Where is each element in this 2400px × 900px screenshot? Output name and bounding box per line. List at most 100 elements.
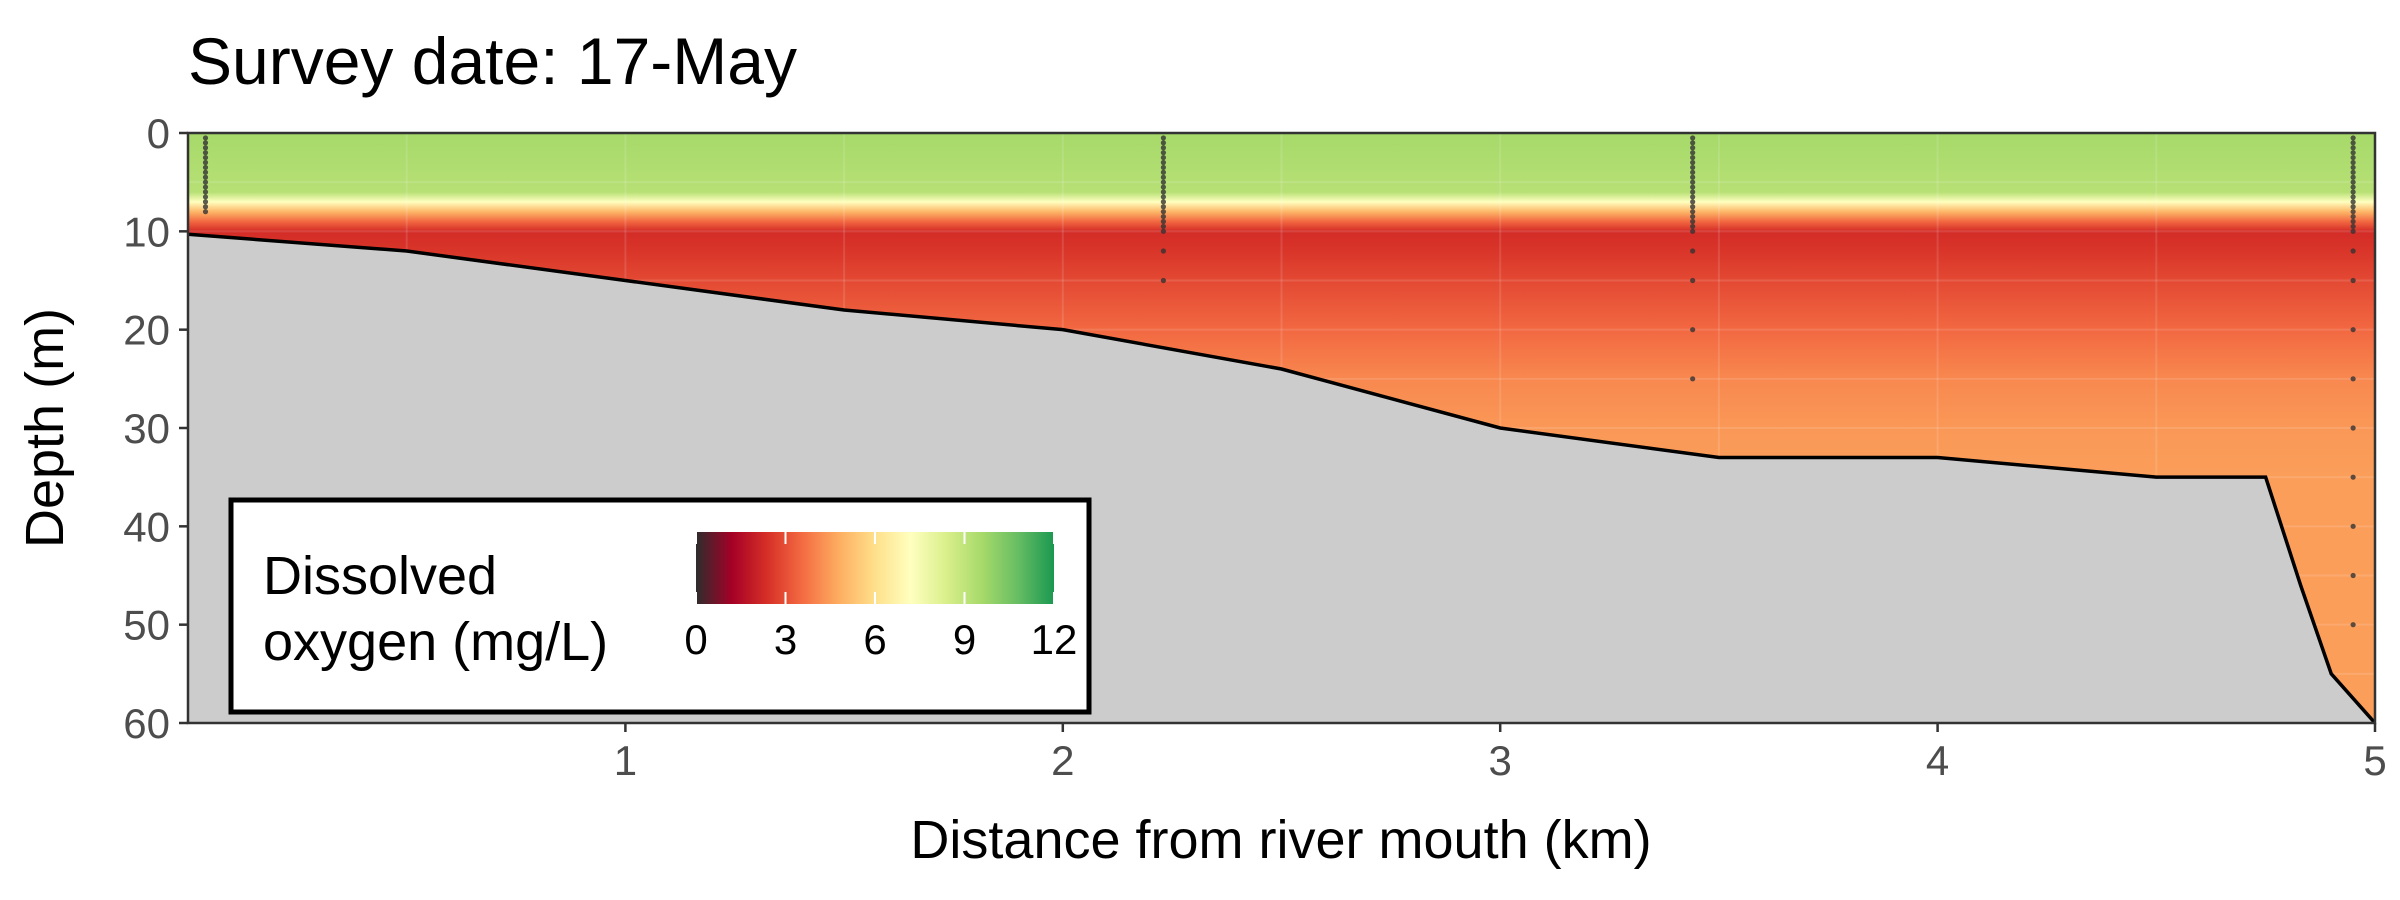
station-point [1160, 135, 1167, 141]
station-point [2350, 199, 2356, 205]
station-point [202, 135, 209, 141]
chart-title: Survey date: 17-May [188, 24, 797, 98]
station-point [1160, 189, 1167, 195]
y-tick-label: 30 [123, 405, 170, 452]
bathymetry-line [188, 232, 2375, 723]
station-point [1690, 179, 1696, 185]
station-point [1690, 218, 1696, 225]
station-point [2350, 523, 2356, 529]
station-point [1690, 135, 1696, 141]
station-point [1160, 164, 1167, 171]
station-point [202, 204, 209, 210]
legend-tick-label: 9 [953, 616, 976, 663]
station-point [2350, 218, 2356, 225]
station-point [2350, 204, 2356, 210]
legend-tick-label: 3 [774, 616, 797, 663]
station-point [202, 154, 209, 161]
station-point [1160, 174, 1167, 180]
station-point [1690, 204, 1696, 210]
station-point [1690, 174, 1696, 180]
station-point [1690, 199, 1696, 205]
legend-title-line1: Dissolved [263, 546, 497, 606]
sampling-stations [202, 135, 2356, 628]
y-tick-label: 20 [123, 307, 170, 354]
x-axis-ticks: 1 2 3 4 5 [614, 723, 2387, 784]
station-point [2350, 277, 2356, 284]
y-tick-label: 60 [123, 700, 170, 747]
station-point [2350, 169, 2356, 175]
station-point [1690, 154, 1696, 161]
station-point [202, 184, 209, 190]
station-point [202, 209, 209, 215]
station-point [1690, 189, 1696, 195]
y-axis-ticks: 0 10 20 30 40 50 60 [123, 110, 188, 747]
x-tick-label: 4 [1926, 737, 1949, 784]
station-point [2350, 154, 2356, 161]
station-point [1690, 228, 1696, 234]
station-point [2350, 474, 2356, 480]
station-point [2350, 572, 2356, 579]
station-point [1160, 248, 1167, 254]
y-axis-label: Depth (m) [15, 308, 75, 548]
station-point [1690, 223, 1696, 230]
station-point [1160, 218, 1167, 225]
x-axis-label: Distance from river mouth (km) [910, 810, 1651, 870]
station-point [1690, 213, 1696, 220]
station-point [1160, 204, 1167, 210]
station-point [2350, 194, 2356, 200]
station-point [1160, 277, 1167, 284]
station-point [2350, 622, 2356, 628]
station-point [1160, 140, 1167, 146]
station-point [202, 174, 209, 180]
station-point [1690, 164, 1696, 171]
station-point [1160, 213, 1167, 220]
station-point [2350, 140, 2356, 146]
station-point [1690, 145, 1696, 151]
station-point [202, 194, 209, 200]
station-point [202, 145, 209, 151]
station-point [2350, 174, 2356, 180]
station-point [1690, 150, 1696, 156]
station-point [1160, 184, 1167, 190]
legend-tick-label: 12 [1031, 616, 1078, 663]
station-point [2350, 327, 2356, 333]
station-point [2350, 159, 2356, 166]
station-point [202, 164, 209, 171]
station-point [2350, 248, 2356, 254]
legend-ticks: 0 3 6 9 12 [684, 532, 1077, 663]
station-point [202, 179, 209, 185]
station-point [2350, 213, 2356, 220]
station-point [1690, 140, 1696, 146]
station-point [1160, 159, 1167, 166]
station-point [1160, 169, 1167, 175]
x-tick-label: 2 [1051, 737, 1074, 784]
station-point [202, 169, 209, 175]
station-point [1160, 179, 1167, 185]
station-point [2350, 145, 2356, 151]
station-point [2350, 184, 2356, 190]
station-point [202, 159, 209, 166]
legend-title-line2: oxygen (mg/L) [263, 612, 608, 672]
legend-box [228, 497, 1092, 715]
station-point [1690, 169, 1696, 175]
station-point [2350, 164, 2356, 171]
station-point [202, 150, 209, 156]
station-point [1160, 150, 1167, 156]
station-point [1690, 277, 1696, 284]
station-point [202, 199, 209, 205]
station-point [2350, 425, 2356, 431]
station-point [1690, 209, 1696, 215]
station-point [2350, 228, 2356, 234]
station-point [1160, 223, 1167, 230]
station-point [1160, 199, 1167, 205]
station-point [202, 189, 209, 195]
station-point [2350, 189, 2356, 195]
station-point [1690, 184, 1696, 190]
y-tick-label: 10 [123, 208, 170, 255]
station-point [1690, 159, 1696, 166]
station-point [1160, 228, 1167, 234]
x-tick-label: 1 [614, 737, 637, 784]
legend-tick-label: 6 [863, 616, 886, 663]
legend-tick-label: 0 [684, 616, 707, 663]
